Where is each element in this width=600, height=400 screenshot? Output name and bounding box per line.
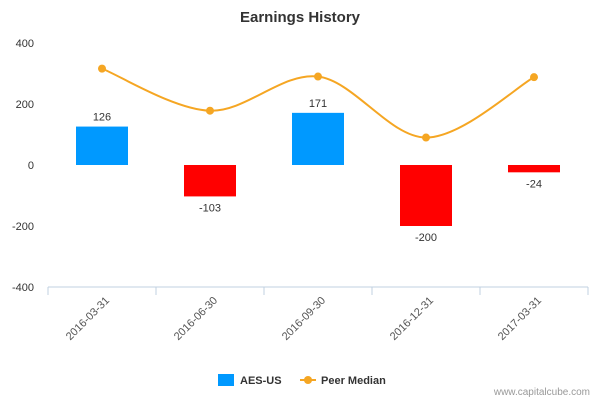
- y-axis: 400 200 0 -200 -400: [12, 38, 34, 294]
- peer-median-point: [98, 64, 106, 73]
- bar: [76, 126, 128, 165]
- y-tick-label: 0: [28, 160, 34, 172]
- x-axis: 2016-03-31 2016-06-30 2016-09-30 2016-12-31…: [47, 286, 589, 343]
- credit-text: www.capitalcube.com: [493, 387, 590, 398]
- y-tick-label: 400: [16, 38, 34, 50]
- peer-median-point: [422, 133, 430, 142]
- peer-median-point: [206, 106, 214, 115]
- bar-data-label: 171: [309, 98, 327, 110]
- bar: [508, 165, 560, 173]
- x-tick-label: 2016-09-30: [280, 295, 328, 343]
- y-tick-label: -400: [12, 282, 34, 294]
- chart-title: Earnings History: [240, 9, 361, 26]
- bar: [400, 165, 452, 226]
- x-tick-label: 2016-03-31: [64, 295, 112, 343]
- bar-series: 126 -103 171 -200 -24: [76, 98, 560, 244]
- x-tick-label: 2016-12-31: [388, 295, 436, 343]
- bar-data-label: 126: [93, 112, 111, 124]
- x-tick-label: 2017-03-31: [496, 295, 544, 343]
- bar: [184, 165, 236, 197]
- bar-data-label: -24: [526, 178, 542, 190]
- y-tick-label: -200: [12, 221, 34, 233]
- peer-median-point: [530, 73, 538, 82]
- bar-data-label: -200: [415, 232, 437, 244]
- legend-label-aes-us[interactable]: AES-US: [240, 375, 282, 387]
- legend-label-peer-median[interactable]: Peer Median: [321, 375, 386, 387]
- legend[interactable]: AES-US Peer Median: [218, 374, 386, 387]
- peer-median-series: [98, 64, 538, 142]
- legend-swatch-aes-us: [218, 374, 234, 386]
- legend-swatch-peer-median-marker: [304, 376, 312, 384]
- x-tick-label: 2016-06-30: [172, 295, 220, 343]
- y-tick-label: 200: [16, 99, 34, 111]
- bar-data-label: -103: [199, 202, 221, 214]
- bar: [292, 112, 344, 165]
- peer-median-point: [314, 72, 322, 81]
